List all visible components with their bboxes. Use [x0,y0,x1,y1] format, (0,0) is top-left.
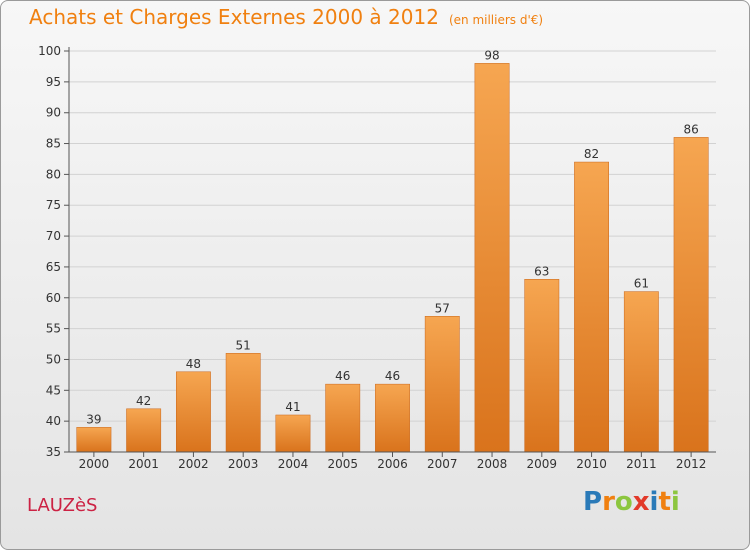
bar-value-label: 63 [534,264,549,278]
y-tick-label: 100 [38,44,61,58]
bar-2008 [474,63,510,453]
bar-value-label: 51 [236,338,251,352]
bar-value-label: 86 [683,122,698,136]
y-tick-label: 85 [46,137,61,151]
proxiti-logo[interactable]: Proxiti [583,487,680,517]
y-tick-label: 65 [46,260,61,274]
bar-2006 [375,383,410,453]
x-tick-label: 2006 [377,457,408,471]
bar-value-label: 46 [385,369,400,383]
chart-title-text: Achats et Charges Externes 2000 à 2012 [29,5,439,29]
x-tick-label: 2011 [626,457,657,471]
bar-2000 [76,427,112,453]
x-tick-label: 2012 [676,457,707,471]
logo-letter: i [649,487,659,517]
logo-letter: x [632,487,650,517]
bar-value-label: 39 [86,412,101,426]
chart-title: Achats et Charges Externes 2000 à 2012 (e… [29,5,543,29]
logo-letter: t [658,487,671,517]
y-tick-label: 35 [46,445,61,459]
axes: 35 40 45 50 55 60 65 70 75 80 85 90 95 100 2000 2001 200… [38,44,716,471]
y-tick-label: 70 [46,229,61,243]
y-tick-label: 90 [46,106,61,120]
y-tick-label: 50 [46,352,61,366]
bar-2012 [673,137,709,453]
logo-letter: P [583,487,603,517]
y-tick-label: 95 [46,75,61,89]
x-tick-label: 2007 [427,457,458,471]
x-tick-label: 2002 [178,457,209,471]
x-tick-label: 2005 [327,457,358,471]
bars: 39 42 48 51 41 46 46 57 98 63 82 61 86 [76,48,709,453]
x-tick-label: 2004 [278,457,309,471]
bar-2003 [225,353,261,453]
bar-2004 [275,414,311,453]
bar-2009 [524,279,560,453]
logo-letter: o [614,487,633,517]
bar-2011 [623,291,659,453]
y-tick-label: 40 [46,414,61,428]
bar-2002 [176,371,211,453]
logo-letter: i [670,487,680,517]
bar-value-label: 98 [484,48,499,62]
bar-2005 [325,383,361,453]
logo-letter: r [602,487,615,517]
x-tick-label: 2008 [477,457,508,471]
y-tick-label: 55 [46,322,61,336]
chart-unit: (en milliers d'€) [448,13,544,27]
x-tick-label: 2001 [128,457,159,471]
bar-value-label: 61 [634,277,649,291]
bar-2001 [126,408,162,453]
y-tick-label: 80 [46,167,61,181]
bar-value-label: 48 [186,357,201,371]
bar-value-label: 82 [584,147,599,161]
y-tick-label: 60 [46,291,61,305]
y-tick-label: 75 [46,198,61,212]
y-tick-label: 45 [46,383,61,397]
x-tick-label: 2010 [576,457,607,471]
x-tick-label: 2003 [228,457,259,471]
bar-value-label: 57 [435,301,450,315]
bar-2010 [574,161,609,453]
bar-value-label: 46 [335,369,350,383]
commune-name: LAUZèS [27,495,98,516]
bar-2007 [424,316,460,453]
bar-value-label: 41 [285,400,300,414]
x-tick-label: 2000 [79,457,110,471]
x-tick-label: 2009 [527,457,558,471]
bar-value-label: 42 [136,394,151,408]
